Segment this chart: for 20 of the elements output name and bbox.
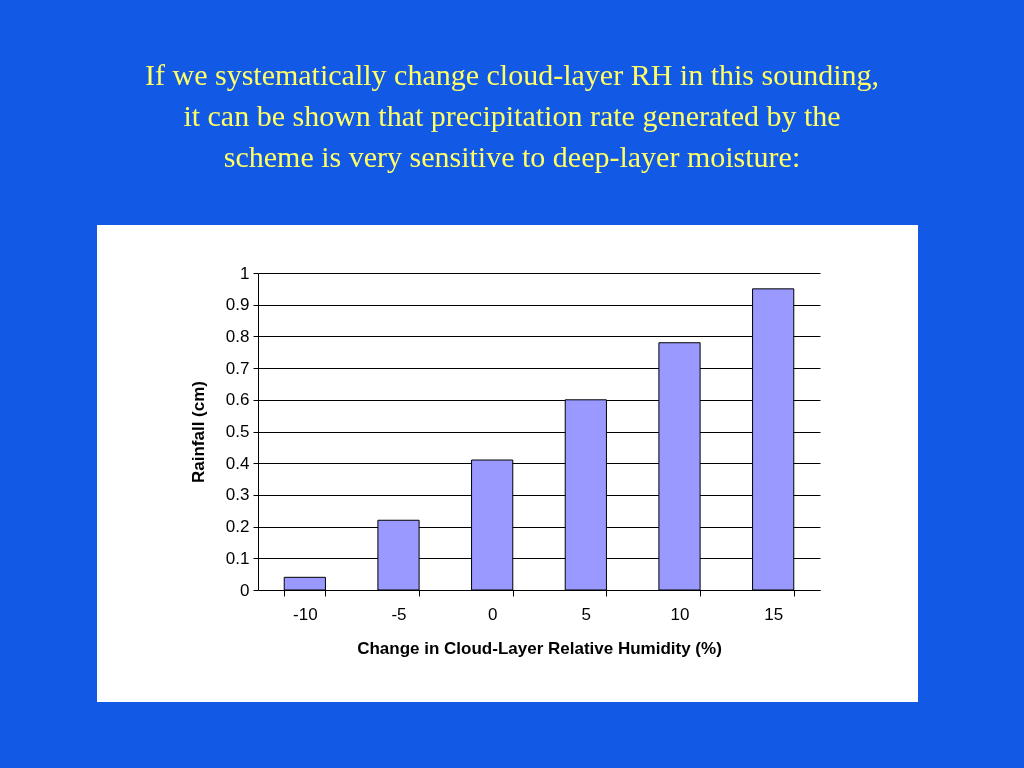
- x-tick-label: 5: [581, 604, 592, 624]
- y-axis-title: Rainfall (cm): [188, 380, 208, 484]
- y-tick-label: 0.5: [225, 422, 250, 441]
- x-tick-label: -5: [391, 604, 407, 624]
- x-axis-title: Change in Cloud-Layer Relative Humidity (%): [357, 638, 722, 658]
- y-tick-label: 0.3: [225, 485, 250, 505]
- y-tick-label: 0.7: [225, 358, 250, 378]
- y-tick-label: 0.2: [225, 517, 250, 537]
- x-tick-label: -10: [293, 604, 318, 624]
- y-tick-label: 0: [240, 580, 250, 600]
- y-tick-label: 0.8: [225, 326, 250, 346]
- y-tick-label: 0.1: [225, 548, 250, 568]
- chart-title: If we systematically change cloud-layer RH in this sounding, it can be shown that precipitation rate generated by the scheme is very sensitive to deep-layer moisture:: [145, 58, 879, 173]
- x-tick-label: 15: [764, 604, 784, 624]
- y-tick-label: 1: [240, 263, 250, 283]
- x-tick-label: 10: [670, 604, 690, 624]
- y-tick-label: 0.4: [225, 453, 250, 473]
- y-tick-label: 0.6: [225, 390, 250, 410]
- y-tick-label: 0.9: [225, 295, 250, 315]
- x-tick-label: 0: [487, 604, 498, 624]
